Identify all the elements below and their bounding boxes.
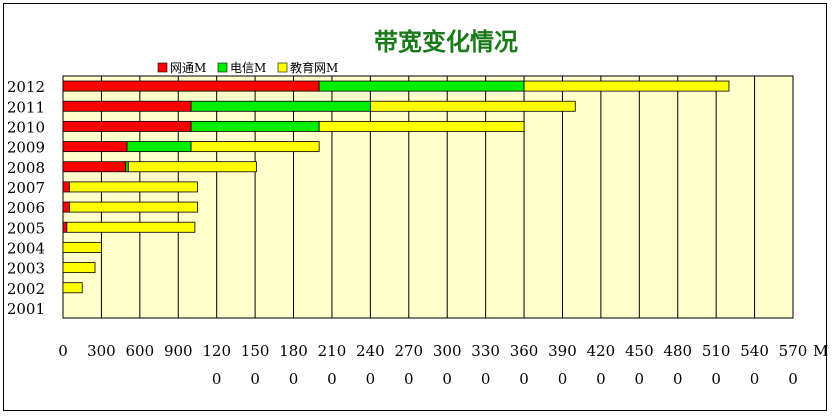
- legend-label: 教育网M: [290, 60, 338, 75]
- bar-segment: [190, 141, 320, 153]
- plot-area: [62, 75, 794, 319]
- bar-segment: [62, 201, 70, 213]
- y-tick-label: 2002: [7, 280, 45, 298]
- bar-segment: [369, 100, 576, 112]
- legend-swatch: [157, 62, 168, 73]
- bar-segment: [318, 120, 525, 132]
- bar-segment: [62, 181, 70, 193]
- x-tick-label: 510 0: [702, 342, 731, 388]
- bar-segment: [69, 201, 198, 213]
- chart-title: 带宽变化情况: [374, 27, 518, 56]
- x-tick-label: 420 0: [587, 342, 616, 388]
- bar-segment: [62, 221, 68, 233]
- legend-swatch: [277, 62, 288, 73]
- bar-segment: [62, 161, 127, 173]
- gridlines: [100, 76, 794, 318]
- y-tick-label: 2007: [7, 179, 45, 197]
- y-tick-label: 2009: [7, 139, 45, 157]
- bar-segment: [62, 241, 102, 253]
- bar-segment: [66, 221, 196, 233]
- y-axis-tick-labels: 2001 2002 2003 2004 2005 2006 2007 2008 2009 2010…: [7, 78, 45, 318]
- y-tick-label: 2006: [7, 199, 45, 217]
- x-tick-label: 900: [164, 342, 193, 360]
- x-tick-label: 120 0: [202, 342, 231, 388]
- x-tick-label: 480 0: [663, 342, 692, 388]
- x-tick-label: 600: [126, 342, 155, 360]
- y-tick-label: 2001: [7, 300, 45, 318]
- x-tick-label: 330 0: [471, 342, 500, 388]
- bar-segment: [523, 80, 730, 92]
- x-tick-label: 180 0: [279, 342, 308, 388]
- bar-segment: [62, 141, 128, 153]
- y-tick-label: 2004: [7, 239, 45, 257]
- bar-segment: [318, 80, 525, 92]
- x-tick-label: 0: [58, 342, 68, 360]
- y-tick-label: 2011: [7, 98, 45, 116]
- bar-segment: [62, 100, 192, 112]
- x-tick-label: 270 0: [394, 342, 423, 388]
- y-tick-label: 2008: [7, 159, 45, 177]
- x-axis-unit: M: [813, 342, 828, 360]
- bar-segment: [127, 161, 257, 173]
- bar-segment: [62, 262, 96, 274]
- x-tick-label: 300: [87, 342, 116, 360]
- x-tick-label: 540 0: [740, 342, 769, 388]
- bar-segment: [62, 282, 83, 294]
- bar-segment: [69, 181, 198, 193]
- x-tick-label: 210 0: [318, 342, 347, 388]
- x-tick-label: 300 0: [433, 342, 462, 388]
- x-tick-label: 390 0: [548, 342, 577, 388]
- x-tick-label: 150 0: [241, 342, 270, 388]
- y-tick-label: 2012: [7, 78, 45, 96]
- x-tick-label: 360 0: [510, 342, 539, 388]
- legend-label: 网通M: [170, 61, 206, 75]
- bars: [62, 80, 730, 294]
- legend: 网通M 电信M 教育网M: [157, 60, 338, 75]
- legend-label: 电信M: [230, 61, 266, 75]
- legend-swatch: [217, 62, 228, 73]
- bar-segment: [126, 141, 192, 153]
- y-tick-label: 2005: [7, 219, 45, 237]
- x-tick-label: 240 0: [356, 342, 385, 388]
- bar-segment: [190, 100, 371, 112]
- x-tick-label: 450 0: [625, 342, 654, 388]
- x-axis-tick-labels: 0 300 600 900 120 0 150 0 180 0 210 0 240 0 270 0 300 0 33…: [58, 342, 828, 388]
- y-tick-label: 2010: [7, 118, 45, 136]
- bar-segment: [62, 80, 320, 92]
- bar-segment: [62, 120, 192, 132]
- y-tick-label: 2003: [7, 260, 45, 278]
- bar-segment: [190, 120, 320, 132]
- x-tick-label: 570 0: [779, 342, 808, 388]
